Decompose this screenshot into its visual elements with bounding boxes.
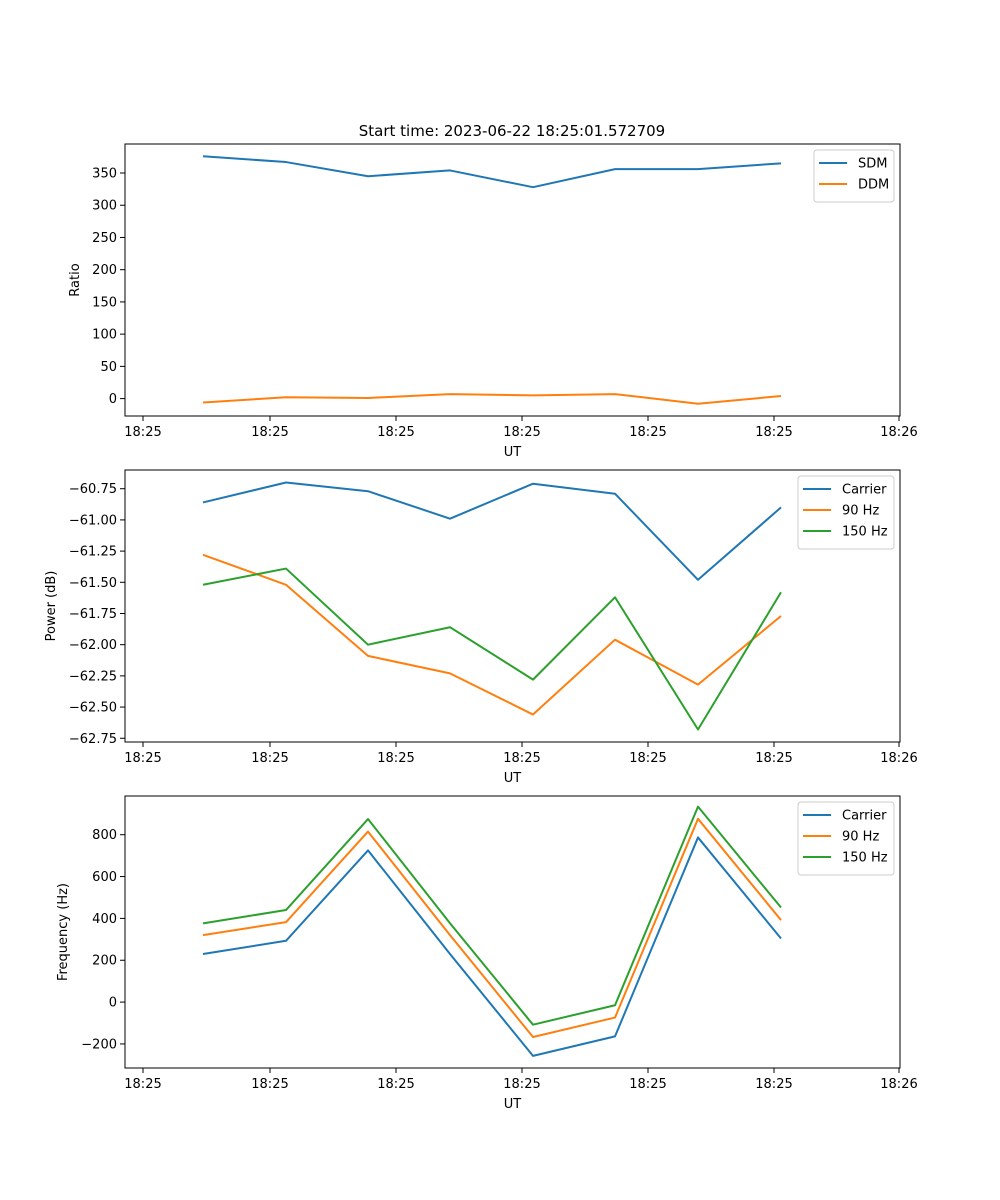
legend: Carrier 90 Hz 150 Hz [797,801,895,876]
y-tick-label: 800 [92,828,117,843]
series-line-90-hz [202,817,782,1039]
series-line-150-hz [202,567,782,731]
y-tick-label: −61.50 [69,576,117,591]
x-axis-label: UT [504,1097,522,1112]
x-tick-label: 18:25 [755,1077,792,1092]
x-tick-label: 18:25 [377,751,414,766]
x-tick-label: 18:25 [755,425,792,440]
x-tick-label: 18:25 [503,1077,540,1092]
x-tick-label: 18:25 [377,425,414,440]
x-tick-label: 18:26 [880,1077,917,1092]
legend: Carrier 90 Hz 150 Hz [797,475,895,550]
y-tick-label: −61.25 [69,545,117,560]
y-tick-label: −62.25 [69,669,117,684]
y-tick-label: 600 [92,870,117,885]
subplot-2: 18:25 18:25 18:25 18:25 18:25 18:25 18:26 UT −62… [44,469,918,786]
y-tick-label: −62.00 [69,638,117,653]
legend-label: 150 Hz [842,525,888,540]
series-line-sdm [202,155,782,189]
y-tick-label: −200 [81,1037,117,1052]
series-line-90-hz [202,553,782,716]
y-axis-label: Ratio [68,263,83,296]
legend-label: DDM [858,178,889,193]
legend-label: 90 Hz [842,504,879,519]
x-tick-label: 18:25 [377,1077,414,1092]
legend-label: Carrier [842,483,887,498]
y-tick-label: 0 [109,996,117,1011]
axes-frame [124,143,901,417]
x-tick-label: 18:25 [629,425,666,440]
x-tick-label: 18:25 [251,425,288,440]
x-tick-label: 18:25 [251,1077,288,1092]
x-tick-label: 18:25 [503,751,540,766]
x-tick-label: 18:25 [124,425,161,440]
y-tick-label: −62.75 [69,732,117,747]
legend: SDM DDM [813,149,895,203]
axes-frame [124,795,901,1069]
subplot-3: 18:25 18:25 18:25 18:25 18:25 18:25 18:26 UT −20… [56,795,918,1112]
y-tick-label: −61.00 [69,513,117,528]
x-tick-label: 18:25 [629,751,666,766]
series-line-150-hz [202,805,782,1026]
x-axis-label: UT [504,445,522,460]
series-line-carrier [202,836,782,1057]
y-axis-label: Frequency (Hz) [56,883,71,981]
y-tick-label: 200 [92,263,117,278]
axes-frame [124,469,901,743]
x-tick-label: 18:26 [880,751,917,766]
y-tick-label: −62.50 [69,701,117,716]
y-tick-label: −61.75 [69,607,117,622]
legend-label: Carrier [842,809,887,824]
subplot-1: 18:25 18:25 18:25 18:25 18:25 18:25 18:26 UT 0 50… [68,143,918,460]
x-tick-label: 18:26 [880,425,917,440]
x-tick-label: 18:25 [755,751,792,766]
x-tick-label: 18:25 [124,751,161,766]
y-axis-label: Power (dB) [44,571,59,642]
figure-title: Start time: 2023-06-22 18:25:01.572709 [359,122,665,140]
y-tick-label: 300 [92,199,117,214]
y-tick-label: 0 [109,392,117,407]
series-line-carrier [202,481,782,581]
y-tick-label: −60.75 [69,482,117,497]
y-tick-label: 100 [92,328,117,343]
y-tick-label: 350 [92,167,117,182]
x-tick-label: 18:25 [251,751,288,766]
y-tick-label: 150 [92,295,117,310]
series-line-ddm [202,393,782,405]
x-tick-label: 18:25 [124,1077,161,1092]
legend-label: 90 Hz [842,830,879,845]
y-tick-label: 250 [92,231,117,246]
y-tick-label: 400 [92,912,117,927]
y-tick-label: 200 [92,954,117,969]
x-tick-label: 18:25 [503,425,540,440]
x-axis-label: UT [504,771,522,786]
x-tick-label: 18:25 [629,1077,666,1092]
legend-label: 150 Hz [842,851,888,866]
y-tick-label: 50 [100,360,117,375]
legend-label: SDM [858,157,887,172]
